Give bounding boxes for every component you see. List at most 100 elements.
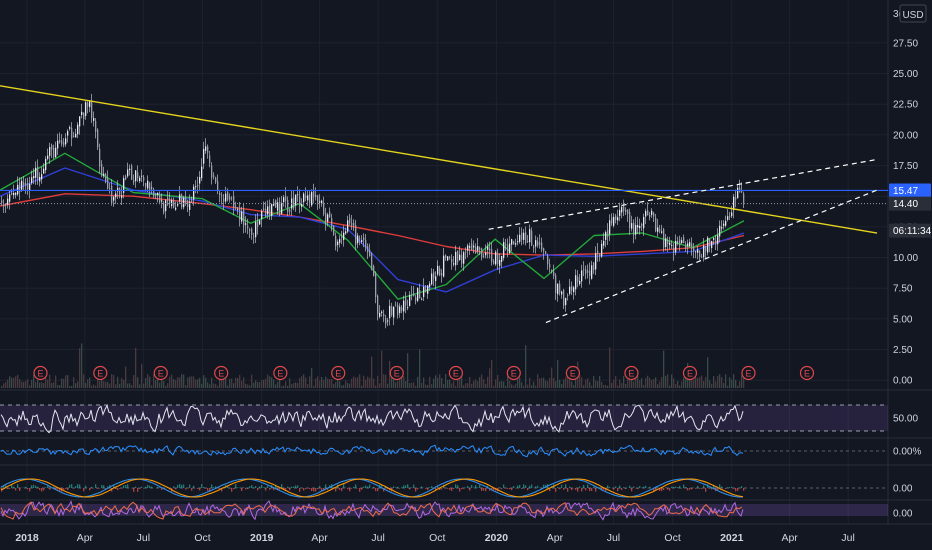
volume-bar xyxy=(169,376,171,388)
earnings-marker[interactable]: E xyxy=(448,365,463,381)
candle-body xyxy=(669,242,671,245)
volume-bar xyxy=(585,379,587,388)
volume-bar xyxy=(623,375,625,388)
earnings-marker[interactable]: E xyxy=(682,365,698,381)
volume-bar xyxy=(91,385,93,388)
candle-body xyxy=(205,146,207,151)
currency-label[interactable]: USD xyxy=(899,4,927,23)
earnings-marker[interactable]: E xyxy=(93,365,108,381)
candle-body xyxy=(217,181,219,192)
macd-bar xyxy=(731,486,733,488)
candle-body xyxy=(219,193,221,196)
macd-bar xyxy=(441,488,443,490)
earnings-marker[interactable]: E xyxy=(33,365,48,381)
volume-bar xyxy=(49,374,51,388)
earnings-label: E xyxy=(453,369,459,379)
candle-body xyxy=(513,241,515,245)
candle-body xyxy=(441,273,443,275)
macd-bar xyxy=(517,485,519,488)
macd-bar xyxy=(367,486,369,488)
volume-bar xyxy=(631,375,633,388)
volume-bar xyxy=(25,380,27,388)
pane-scale-stoch: 0.00 xyxy=(893,509,913,520)
earnings-marker[interactable]: E xyxy=(214,365,229,381)
macd-bar xyxy=(415,488,417,492)
macd-bar xyxy=(189,484,191,488)
macd-bar xyxy=(233,488,235,490)
volume-bar xyxy=(47,379,49,388)
candle-body xyxy=(491,249,493,262)
volume-bar xyxy=(433,378,435,388)
earnings-label: E xyxy=(804,369,810,379)
earnings-marker[interactable]: E xyxy=(153,365,168,381)
macd-bar xyxy=(631,488,633,492)
volume-bar xyxy=(491,359,493,388)
volume-bar xyxy=(125,366,127,388)
volume-bar xyxy=(693,379,695,388)
volume-bar xyxy=(407,353,409,388)
candle-body xyxy=(391,306,393,315)
volume-bar xyxy=(475,379,477,388)
earnings-marker[interactable]: E xyxy=(273,365,288,381)
volume-bar xyxy=(443,383,445,388)
volume-bar xyxy=(249,385,251,388)
earnings-marker[interactable]: E xyxy=(565,365,581,381)
time-axis[interactable]: 2018 Apr Jul Oct 2019 Apr Jul Oct 2020 Apr Jul Oct 2… xyxy=(15,532,855,544)
earnings-marker[interactable]: E xyxy=(741,365,756,381)
price-tick-label: 25.00 xyxy=(893,69,918,80)
volume-bar xyxy=(389,360,391,388)
candle-body xyxy=(163,202,165,213)
pane-scale-pct: 0.00% xyxy=(893,447,921,458)
candle-body xyxy=(501,255,503,262)
earnings-marker[interactable]: E xyxy=(506,365,521,381)
volume-bar xyxy=(7,379,9,388)
macd-bar xyxy=(649,486,651,488)
price-badges: 15.47 14.40 06:11:34 xyxy=(889,183,932,238)
trendlines[interactable] xyxy=(0,85,888,324)
macd-bar xyxy=(677,487,679,488)
candle-body xyxy=(115,193,117,198)
candle-body xyxy=(643,216,645,229)
candle-body xyxy=(65,138,67,145)
earnings-marker[interactable]: E xyxy=(624,365,639,381)
volume-bar xyxy=(109,383,111,388)
volume-bar xyxy=(565,376,567,388)
macd-bar xyxy=(585,488,587,491)
candle-body xyxy=(653,213,655,217)
moving-averages xyxy=(0,152,745,300)
volume-bar xyxy=(161,380,163,388)
candle-body xyxy=(67,131,69,136)
macd-bar xyxy=(211,484,213,488)
volume-bar xyxy=(253,382,255,388)
trendline-channel-lower[interactable] xyxy=(545,189,878,324)
candle-body xyxy=(169,199,171,204)
candle-body xyxy=(403,300,405,312)
volume-bar xyxy=(587,378,589,388)
volume-bar xyxy=(129,383,131,388)
earnings-marker[interactable]: E xyxy=(799,365,815,381)
volume-bar xyxy=(299,377,301,388)
volume-bar xyxy=(357,377,359,388)
earnings-marker[interactable]: E xyxy=(331,365,346,381)
time-tick-label: 2019 xyxy=(250,532,274,544)
macd-bar xyxy=(37,486,39,488)
candle-body xyxy=(339,239,341,243)
candle-body xyxy=(651,210,653,215)
volume-bar xyxy=(679,385,681,388)
candle-body xyxy=(369,249,371,257)
trendline-channel-upper[interactable] xyxy=(488,158,878,230)
time-tick-label: Oct xyxy=(664,532,680,544)
macd-bar xyxy=(565,484,567,488)
time-tick-label: Oct xyxy=(429,532,445,544)
macd-bar xyxy=(95,484,97,488)
earnings-marker[interactable]: E xyxy=(389,365,404,381)
volume-bar xyxy=(685,375,687,388)
volume-bar xyxy=(673,378,675,388)
macd-bar xyxy=(299,488,301,492)
macd-bar xyxy=(475,485,477,488)
trendline-yellow[interactable] xyxy=(0,85,878,234)
candle-body xyxy=(397,304,399,315)
